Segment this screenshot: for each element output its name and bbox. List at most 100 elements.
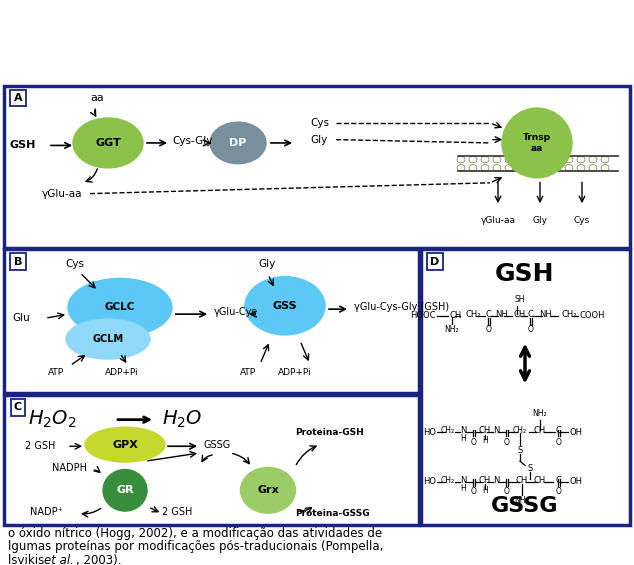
Text: , 2003).: , 2003). bbox=[75, 554, 121, 565]
Text: O: O bbox=[556, 488, 562, 497]
Bar bbox=[4, 249, 419, 393]
Text: C: C bbox=[527, 310, 533, 319]
Text: Cys: Cys bbox=[65, 259, 84, 270]
Text: NH₂: NH₂ bbox=[515, 496, 529, 505]
Text: Cys: Cys bbox=[574, 216, 590, 225]
Bar bbox=[4, 85, 630, 247]
Text: C: C bbox=[485, 310, 491, 319]
Circle shape bbox=[589, 164, 597, 171]
Text: γGlu-Cys-Gly (GSH): γGlu-Cys-Gly (GSH) bbox=[354, 302, 449, 312]
Text: Grx: Grx bbox=[257, 485, 279, 496]
Text: Cys-Gly: Cys-Gly bbox=[172, 136, 212, 146]
Text: O: O bbox=[528, 325, 534, 334]
Circle shape bbox=[457, 164, 465, 171]
Text: Proteina-GSSG: Proteina-GSSG bbox=[295, 509, 370, 518]
Text: GSSG: GSSG bbox=[204, 440, 231, 450]
Circle shape bbox=[493, 157, 501, 163]
Text: HO: HO bbox=[423, 428, 436, 437]
Text: $H_2O$: $H_2O$ bbox=[162, 409, 202, 431]
Circle shape bbox=[553, 157, 561, 163]
Text: SH: SH bbox=[515, 295, 525, 303]
Ellipse shape bbox=[68, 279, 172, 337]
Text: et al.: et al. bbox=[44, 554, 74, 565]
Circle shape bbox=[505, 157, 513, 163]
Text: NADP⁺: NADP⁺ bbox=[30, 507, 63, 517]
Text: H: H bbox=[460, 484, 466, 493]
Circle shape bbox=[577, 157, 585, 163]
Circle shape bbox=[589, 157, 597, 163]
Text: H: H bbox=[482, 486, 488, 495]
Text: O: O bbox=[471, 488, 477, 497]
Ellipse shape bbox=[502, 108, 572, 178]
Text: CH₂: CH₂ bbox=[441, 426, 455, 435]
Bar bbox=[4, 395, 419, 525]
Text: CH: CH bbox=[450, 311, 462, 320]
Text: lgumas proteínas por modificações pós-traducionais (Pompella,: lgumas proteínas por modificações pós-tr… bbox=[8, 540, 384, 553]
Text: ADP+Pi: ADP+Pi bbox=[278, 368, 312, 377]
Ellipse shape bbox=[245, 277, 325, 335]
Circle shape bbox=[529, 164, 537, 171]
Text: CH₂: CH₂ bbox=[513, 426, 527, 435]
Text: O: O bbox=[504, 488, 510, 497]
Text: GSS: GSS bbox=[273, 301, 297, 311]
Text: Gly: Gly bbox=[533, 216, 548, 225]
Text: 2 GSH: 2 GSH bbox=[162, 507, 192, 517]
Text: aa: aa bbox=[90, 93, 104, 103]
Text: GCLM: GCLM bbox=[93, 334, 124, 344]
Text: NH₂: NH₂ bbox=[533, 409, 547, 418]
Text: A: A bbox=[14, 93, 22, 103]
Text: N: N bbox=[493, 476, 499, 485]
Text: COOH: COOH bbox=[580, 311, 605, 320]
Ellipse shape bbox=[103, 470, 147, 511]
Text: GCLC: GCLC bbox=[105, 302, 135, 312]
Text: NH: NH bbox=[539, 310, 552, 319]
Text: ATP: ATP bbox=[240, 368, 256, 377]
Ellipse shape bbox=[210, 122, 266, 164]
Text: OH: OH bbox=[570, 428, 583, 437]
Text: CH: CH bbox=[534, 476, 546, 485]
Text: B: B bbox=[14, 257, 22, 267]
Text: Gly: Gly bbox=[310, 134, 327, 145]
Circle shape bbox=[565, 164, 573, 171]
Text: CH: CH bbox=[479, 476, 491, 485]
Text: H: H bbox=[482, 436, 488, 445]
Bar bbox=[421, 249, 630, 525]
Circle shape bbox=[577, 164, 585, 171]
Circle shape bbox=[601, 157, 609, 163]
Text: GSH: GSH bbox=[10, 141, 36, 150]
Text: Trnsp
aa: Trnsp aa bbox=[523, 133, 551, 153]
Text: Gly: Gly bbox=[258, 259, 275, 270]
Circle shape bbox=[541, 157, 549, 163]
Text: lsvikis: lsvikis bbox=[8, 554, 48, 565]
Text: GR: GR bbox=[116, 485, 134, 496]
Circle shape bbox=[481, 157, 489, 163]
Text: γGlu-Cys: γGlu-Cys bbox=[214, 307, 257, 316]
Text: γGlu-aa: γGlu-aa bbox=[481, 216, 515, 225]
Text: C: C bbox=[555, 426, 561, 435]
Text: o óxido nítrico (Hogg, 2002), e a modificação das atividades de: o óxido nítrico (Hogg, 2002), e a modifi… bbox=[8, 527, 382, 540]
Text: CH: CH bbox=[516, 476, 528, 485]
Text: S: S bbox=[527, 464, 533, 473]
Text: NADPH: NADPH bbox=[52, 463, 87, 473]
Text: DP: DP bbox=[230, 138, 247, 148]
Text: CH₂: CH₂ bbox=[441, 476, 455, 485]
Text: 2 GSH: 2 GSH bbox=[25, 441, 55, 451]
Text: CH: CH bbox=[534, 426, 546, 435]
Circle shape bbox=[469, 157, 477, 163]
Circle shape bbox=[481, 164, 489, 171]
Text: O: O bbox=[486, 325, 492, 334]
Text: C: C bbox=[14, 402, 22, 412]
Circle shape bbox=[505, 164, 513, 171]
Text: GPX: GPX bbox=[112, 440, 138, 450]
Circle shape bbox=[541, 164, 549, 171]
Circle shape bbox=[517, 164, 525, 171]
Text: GSSG: GSSG bbox=[491, 496, 559, 516]
Text: GSH: GSH bbox=[495, 262, 555, 286]
Circle shape bbox=[529, 157, 537, 163]
Text: Proteina-GSH: Proteina-GSH bbox=[295, 428, 364, 437]
Circle shape bbox=[553, 164, 561, 171]
Text: NH₂: NH₂ bbox=[444, 325, 459, 334]
Circle shape bbox=[565, 157, 573, 163]
Text: $H_2O_2$: $H_2O_2$ bbox=[28, 409, 77, 431]
Ellipse shape bbox=[85, 427, 165, 462]
